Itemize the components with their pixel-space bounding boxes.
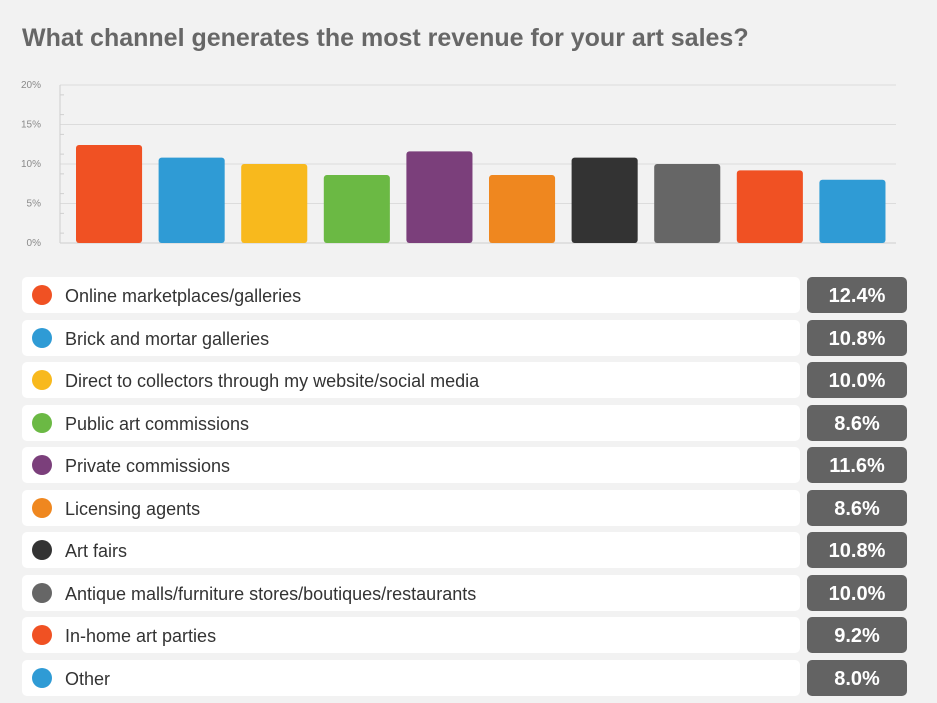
legend-label-box: Licensing agents [22,489,800,526]
legend-row: Art fairs 10.8% [22,532,907,568]
legend-color-dot [32,625,52,645]
legend-label-box: Art fairs [22,532,800,568]
legend-color-dot [32,497,52,518]
value-label: 10.8% [807,319,907,356]
legend-row: Other 8.0% [22,659,907,696]
bar [76,145,143,243]
legend-label: Private commissions [65,456,231,476]
value-label: 8.6% [807,404,907,441]
chart-title: What channel generates the most revenue … [22,24,749,52]
bar-chart: 0% 5% 10% 15% 20% [21,80,896,249]
value-label: 8.0% [807,659,907,696]
legend-row: Public art commissions 8.6% [22,404,907,441]
bar [406,151,473,243]
y-tick-label: 5% [27,199,42,210]
bar [571,157,638,243]
legend-label: Online marketplaces/galleries [65,286,302,306]
value-label: 10.0% [807,362,907,398]
legend-color-dot [32,582,52,603]
legend-color-dot [32,540,52,560]
legend-row: Direct to collectors through my website/… [22,362,907,398]
legend-label: Brick and mortar galleries [65,328,270,349]
legend-label-box: Private commissions [22,447,800,483]
legend-row: Antique malls/furniture stores/boutiques… [22,574,907,611]
legend-label: Direct to collectors through my website/… [65,371,480,391]
legend-label: Art fairs [65,541,128,561]
legend-label: Antique malls/furniture stores/boutiques… [65,583,477,604]
value-label: 10.8% [807,532,907,568]
value-label: 11.6% [807,447,907,483]
legend-color-dot [32,285,52,305]
bar [241,164,308,243]
legend-row: Brick and mortar galleries 10.8% [22,319,907,356]
value-label: 9.2% [807,617,907,653]
legend-row: Online marketplaces/galleries 12.4% [22,277,907,313]
legend-color-dot [32,370,52,390]
legend-list: Online marketplaces/galleries 12.4% Brick … [22,277,907,702]
bar [158,157,225,243]
value-label: 10.0% [807,574,907,611]
bar [654,164,721,243]
legend-label: Licensing agents [65,498,201,519]
legend-color-dot [32,412,52,433]
legend-label-box: Brick and mortar galleries [22,319,800,356]
legend-label-box: Public art commissions [22,404,800,441]
y-tick-label: 0% [27,238,42,249]
value-label: 8.6% [807,489,907,526]
bar [819,179,886,243]
legend-label-box: Other [22,659,800,696]
legend-color-dot [32,667,52,688]
legend-label-box: In-home art parties [22,617,800,653]
legend-color-dot [32,455,52,475]
y-tick-label: 15% [21,120,41,131]
legend-label-box: Direct to collectors through my website/… [22,362,800,398]
legend-row: Private commissions 11.6% [22,447,907,483]
y-tick-label: 20% [21,80,41,91]
bar [736,170,803,243]
bar [323,175,390,243]
legend-label-box: Online marketplaces/galleries [22,277,800,313]
legend-label-box: Antique malls/furniture stores/boutiques… [22,574,800,611]
y-tick-label: 10% [21,159,41,170]
bar [489,175,556,243]
value-label: 12.4% [807,277,907,313]
legend-label: Other [65,668,111,689]
legend-label: In-home art parties [65,626,217,646]
legend-label: Public art commissions [65,413,250,434]
legend-color-dot [32,327,52,348]
legend-row: Licensing agents 8.6% [22,489,907,526]
legend-row: In-home art parties 9.2% [22,617,907,653]
